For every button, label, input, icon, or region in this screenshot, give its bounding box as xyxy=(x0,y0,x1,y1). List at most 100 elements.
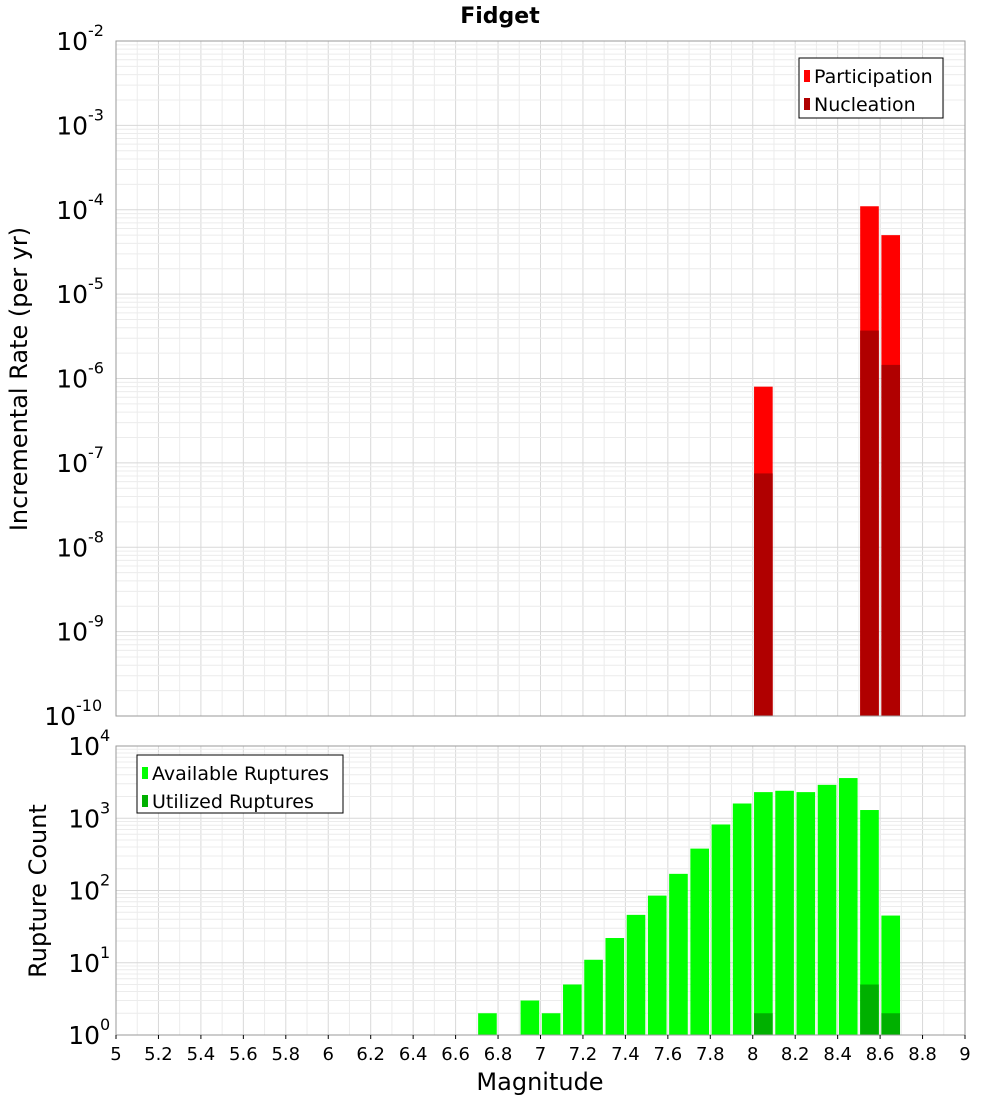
legend-box xyxy=(136,754,344,814)
y-tick-label: 10 3 xyxy=(68,798,110,833)
x-tick-label: 5 xyxy=(110,1044,121,1065)
legend-swatch xyxy=(142,767,148,779)
rate-gridlines xyxy=(115,41,966,717)
x-tick-label: 8 xyxy=(747,1044,758,1065)
bar-nucleation xyxy=(881,364,901,716)
y-tick-exponent: -7 xyxy=(88,443,104,462)
y-tick-base: 10 xyxy=(68,1021,100,1050)
x-tick-label: 8.8 xyxy=(908,1044,937,1065)
rate-y-ticks: 10-210-310-410-510-610-710-810-910-10 xyxy=(44,21,104,731)
bar-available-ruptures xyxy=(690,848,709,1035)
y-tick-base: 10 xyxy=(44,702,76,731)
x-tick-label: 7.4 xyxy=(611,1044,640,1065)
bar-utilized-ruptures xyxy=(754,1013,773,1035)
y-tick-exponent: 0 xyxy=(100,1015,110,1034)
bar-utilized-ruptures xyxy=(881,1013,901,1035)
y-tick-exponent: 3 xyxy=(100,798,110,817)
rate-panel: 10-210-310-410-510-610-710-810-910-10 In… xyxy=(5,21,966,731)
y-tick-label: 10 -3 xyxy=(56,105,104,140)
y-tick-label: 10 1 xyxy=(68,943,110,978)
x-tick-label: 6 xyxy=(323,1044,334,1065)
legend-label: Available Ruptures xyxy=(152,763,329,785)
bar-available-ruptures xyxy=(520,1000,540,1035)
y-tick-exponent: -5 xyxy=(88,274,104,293)
bar-nucleation xyxy=(754,473,773,716)
y-tick-base: 10 xyxy=(56,111,88,140)
x-tick-label: 7 xyxy=(535,1044,546,1065)
y-tick-base: 10 xyxy=(68,877,100,906)
y-tick-base: 10 xyxy=(56,618,88,647)
y-tick-exponent: -9 xyxy=(88,612,104,631)
bar-available-ruptures xyxy=(605,938,625,1035)
y-tick-base: 10 xyxy=(68,732,100,761)
x-tick-label: 6.4 xyxy=(399,1044,428,1065)
rate-legend: Participation Nucleation xyxy=(798,57,944,119)
count-legend: Available Ruptures Utilized Ruptures xyxy=(136,754,344,814)
y-tick-exponent: 2 xyxy=(100,871,110,890)
x-tick-label: 7.8 xyxy=(696,1044,725,1065)
bar-available-ruptures xyxy=(626,914,646,1035)
legend-label: Utilized Ruptures xyxy=(152,791,314,813)
x-tick-label: 8.6 xyxy=(866,1044,895,1065)
y-tick-label: 10 -8 xyxy=(56,527,104,562)
y-tick-exponent: -3 xyxy=(88,105,104,124)
bar-available-ruptures xyxy=(754,792,773,1035)
chart-title: Fidget xyxy=(460,4,540,29)
bar-utilized-ruptures xyxy=(860,984,879,1035)
bar-available-ruptures xyxy=(817,784,837,1035)
bar-available-ruptures xyxy=(796,792,816,1035)
legend-swatch xyxy=(804,70,810,82)
y-tick-exponent: -10 xyxy=(76,696,102,715)
y-tick-base: 10 xyxy=(56,196,88,225)
rate-bars xyxy=(754,206,901,716)
bar-available-ruptures xyxy=(860,810,879,1035)
y-tick-exponent: 1 xyxy=(100,943,110,962)
count-y-axis-label: Rupture Count xyxy=(24,804,52,978)
bar-available-ruptures xyxy=(732,803,752,1035)
x-tick-label: 6.8 xyxy=(484,1044,513,1065)
legend-label: Nucleation xyxy=(814,94,916,116)
y-tick-label: 10 4 xyxy=(68,726,110,761)
y-tick-label: 10 -10 xyxy=(44,696,102,731)
count-bars xyxy=(478,778,901,1035)
bar-available-ruptures xyxy=(711,824,731,1035)
x-tick-label: 5.4 xyxy=(187,1044,216,1065)
y-tick-base: 10 xyxy=(56,27,88,56)
x-tick-label: 7.6 xyxy=(654,1044,683,1065)
y-tick-base: 10 xyxy=(68,804,100,833)
y-tick-label: 10 -4 xyxy=(56,190,104,225)
bar-nucleation xyxy=(860,330,879,716)
rate-y-axis-label: Incremental Rate (per yr) xyxy=(5,227,33,531)
legend-swatch xyxy=(142,795,148,807)
bar-available-ruptures xyxy=(647,895,667,1035)
bar-available-ruptures xyxy=(563,984,582,1035)
x-tick-label: 8.4 xyxy=(823,1044,852,1065)
x-tick-label: 6.2 xyxy=(356,1044,385,1065)
legend-label: Participation xyxy=(814,66,933,88)
y-tick-exponent: -6 xyxy=(88,359,104,378)
legend-swatch xyxy=(804,98,810,110)
bar-available-ruptures xyxy=(669,873,688,1035)
y-tick-label: 10 2 xyxy=(68,871,110,906)
y-tick-label: 10 -9 xyxy=(56,612,104,647)
y-tick-base: 10 xyxy=(56,280,88,309)
x-tick-label: 9 xyxy=(959,1044,970,1065)
y-tick-exponent: 4 xyxy=(100,726,110,745)
x-tick-label: 5.2 xyxy=(144,1044,173,1065)
y-tick-exponent: -8 xyxy=(88,527,104,546)
x-tick-label: 7.2 xyxy=(569,1044,598,1065)
y-tick-label: 10 -2 xyxy=(56,21,104,56)
rate-plot-frame xyxy=(115,40,966,717)
bar-available-ruptures xyxy=(584,959,603,1035)
y-tick-label: 10 -6 xyxy=(56,359,104,394)
y-tick-exponent: -4 xyxy=(88,190,104,209)
legend-box xyxy=(798,57,944,119)
bar-available-ruptures xyxy=(541,1013,561,1035)
y-tick-base: 10 xyxy=(56,365,88,394)
y-tick-label: 10 -7 xyxy=(56,443,104,478)
y-tick-exponent: -2 xyxy=(88,21,104,40)
y-tick-label: 10 -5 xyxy=(56,274,104,309)
